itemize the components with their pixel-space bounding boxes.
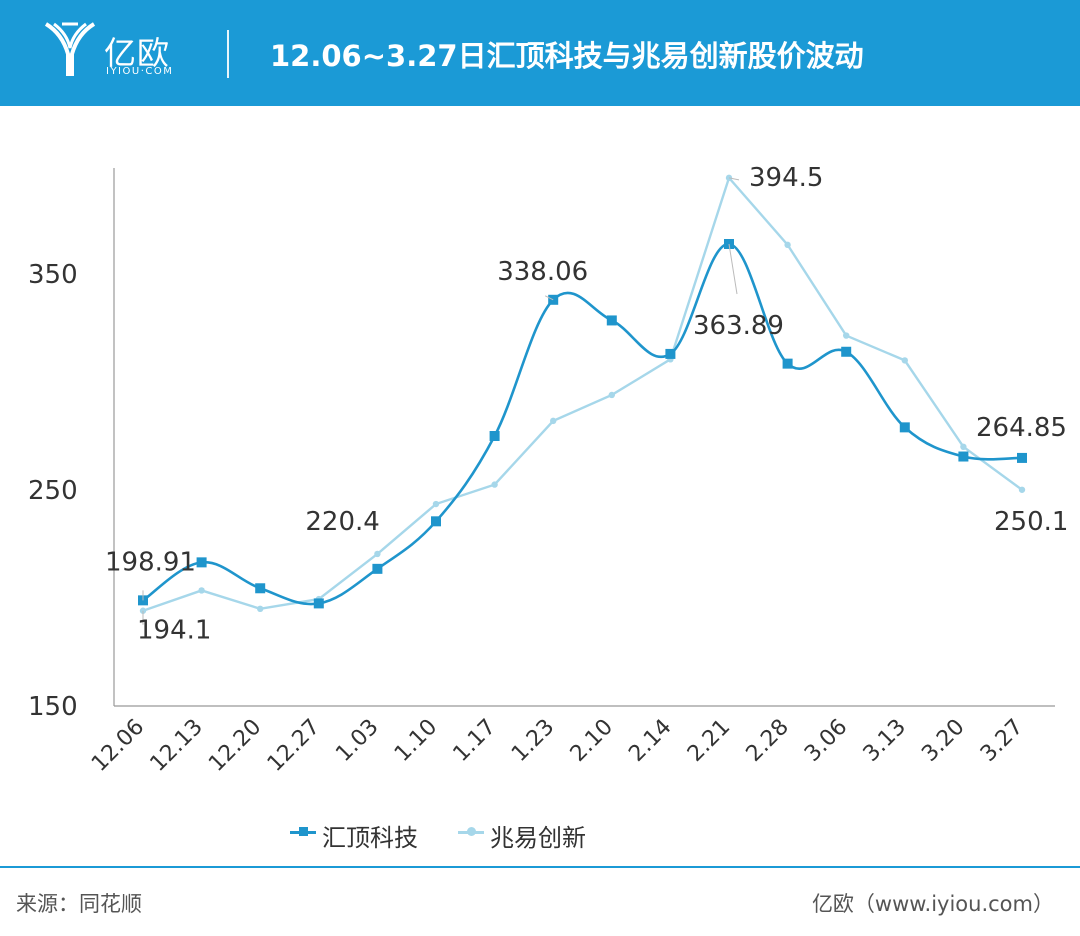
x-tick-label: 2.21 (683, 715, 735, 767)
source-note: 来源：同花顺 (16, 892, 142, 916)
data-point-series-1 (1017, 452, 1027, 463)
x-tick-label: 2.28 (742, 715, 794, 767)
data-label: 264.85 (976, 413, 1067, 443)
y-tick-label: 350 (28, 260, 78, 290)
data-point-series-2 (1018, 486, 1026, 493)
x-tick-label: 1.23 (507, 715, 559, 767)
header-divider (227, 30, 229, 78)
data-label: 194.1 (137, 616, 211, 646)
data-label: 338.06 (497, 257, 588, 287)
data-point-series-1 (372, 563, 383, 574)
x-tick-label: 12.13 (146, 715, 208, 777)
data-point-series-2 (550, 417, 557, 425)
y-tick-label: 150 (28, 692, 78, 722)
y-tick-label: 250 (28, 476, 78, 506)
annotation-leader (728, 243, 738, 295)
data-point-series-2 (491, 481, 498, 488)
data-point-series-1 (841, 346, 852, 357)
data-point-series-1 (665, 348, 676, 359)
annotation-leader (728, 177, 740, 181)
x-tick-label: 3.06 (800, 715, 852, 767)
legend-marker-square-icon (299, 827, 308, 836)
data-point-series-2 (139, 607, 147, 614)
data-point-series-1 (489, 431, 500, 441)
footer-brand: 亿欧（www.iyiou.com） (811, 892, 1054, 916)
x-tick-label: 3.27 (976, 715, 1028, 767)
logo-subtext: IYIOU·COM (106, 66, 174, 77)
data-point-series-1 (958, 451, 969, 462)
data-point-series-2 (432, 500, 440, 508)
legend-label-series-2: 兆易创新 (490, 824, 586, 852)
x-tick-label: 1.03 (331, 715, 383, 767)
chart-title: 12.06~3.27日汇顶科技与兆易创新股价波动 (270, 39, 864, 73)
data-point-series-1 (255, 583, 266, 594)
x-tick-label: 1.10 (390, 715, 442, 767)
data-label: 198.91 (105, 547, 196, 577)
data-point-series-2 (608, 391, 615, 399)
legend-marker-circle-icon (467, 827, 476, 836)
data-point-series-1 (899, 422, 910, 433)
data-point-series-2 (843, 332, 850, 339)
data-point-series-2 (198, 587, 205, 594)
x-tick-label: 1.17 (449, 715, 501, 767)
logo-text: 亿欧 (104, 34, 171, 72)
data-point-series-1 (606, 315, 617, 326)
yiou-logo-icon (44, 22, 96, 76)
data-label: 220.4 (305, 507, 379, 537)
x-tick-label: 12.27 (263, 715, 325, 777)
legend-label-series-1: 汇顶科技 (322, 824, 418, 852)
x-tick-label: 12.20 (204, 715, 266, 777)
x-tick-label: 12.06 (87, 715, 149, 777)
data-label: 250.1 (994, 507, 1068, 537)
footer-divider (0, 866, 1080, 868)
data-point-series-1 (196, 557, 207, 568)
data-point-series-2 (374, 550, 381, 558)
header-bar: 亿欧 IYIOU·COM 12.06~3.27日汇顶科技与兆易创新股价波动 (0, 0, 1080, 106)
series-line-2 (142, 175, 1023, 612)
data-point-series-2 (257, 605, 264, 612)
data-point-series-1 (431, 516, 441, 527)
x-tick-label: 3.13 (859, 715, 911, 767)
data-point-series-2 (784, 241, 791, 249)
series-line-1 (142, 242, 1023, 606)
data-point-series-1 (313, 598, 324, 609)
data-point-series-2 (960, 443, 967, 450)
data-point-series-1 (782, 358, 793, 369)
data-label: 363.89 (693, 311, 784, 341)
x-tick-label: 3.20 (917, 715, 969, 767)
data-point-series-2 (901, 357, 908, 364)
x-tick-label: 2.10 (566, 715, 618, 767)
annotation-leader (544, 295, 554, 301)
data-label: 394.5 (749, 163, 823, 193)
x-tick-label: 2.14 (624, 715, 676, 767)
